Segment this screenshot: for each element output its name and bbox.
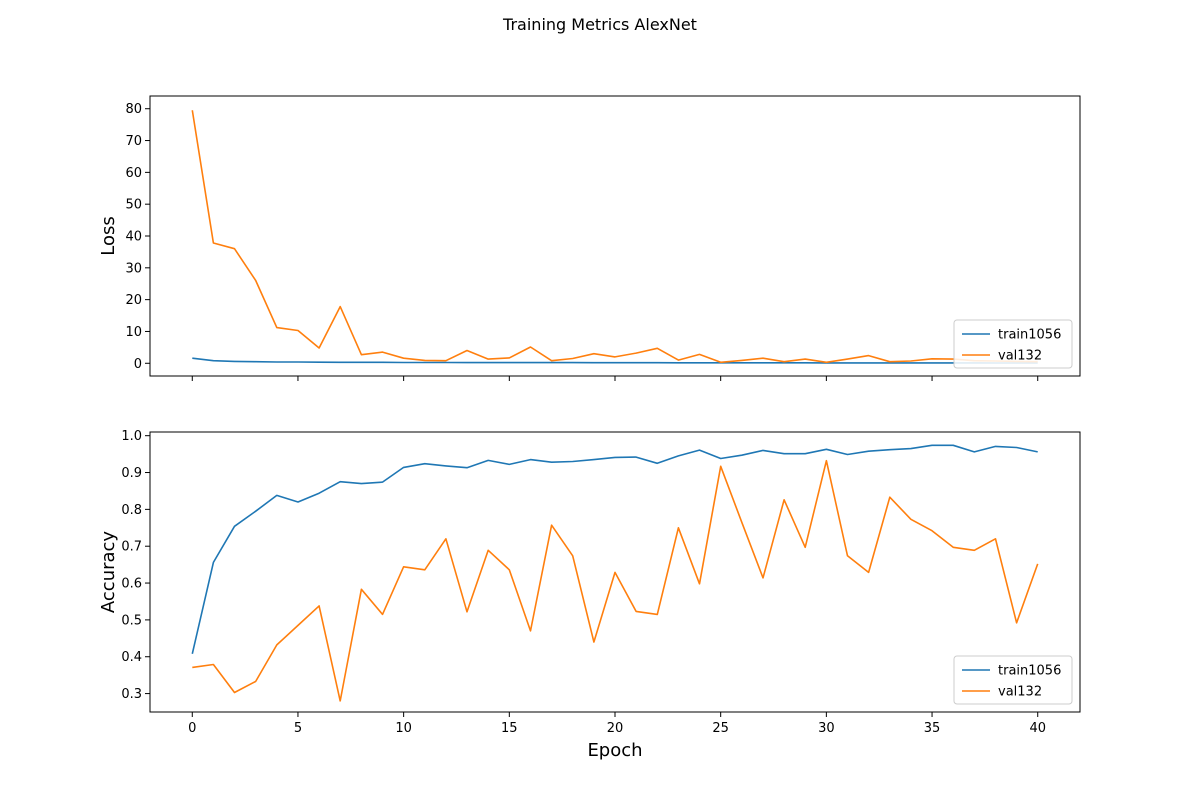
legend-label: val132 [998, 349, 1042, 364]
legend-label: train1056 [998, 328, 1061, 343]
y-tick-label: 0.8 [121, 503, 142, 518]
y-tick-label: 0.6 [121, 577, 142, 592]
axes-frame [149, 95, 1081, 377]
y-tick-label: 50 [125, 198, 142, 213]
x-tick-label: 40 [1029, 721, 1046, 736]
y-tick-label: 70 [125, 134, 142, 149]
y-tick-label: 0.9 [121, 466, 142, 481]
series-line-train1056 [192, 357, 1038, 364]
y-tick-label: 30 [125, 261, 142, 276]
x-tick-label: 25 [712, 721, 729, 736]
y-tick-label: 0 [134, 357, 142, 372]
y-tick-label: 0.5 [121, 613, 142, 628]
legend-label: train1056 [998, 664, 1061, 679]
y-tick-label: 20 [125, 293, 142, 308]
y-tick-label: 60 [125, 166, 142, 181]
y-tick-label: 40 [125, 230, 142, 245]
y-axis-label: Accuracy [98, 531, 119, 614]
x-tick-label: 30 [818, 721, 835, 736]
y-tick-label: 0.7 [121, 540, 142, 555]
y-tick-label: 10 [125, 325, 142, 340]
y-tick-label: 0.3 [121, 687, 142, 702]
legend-label: val132 [998, 685, 1042, 700]
series-line-val132 [191, 110, 1038, 364]
y-tick-label: 1.0 [121, 429, 142, 444]
y-tick-label: 0.4 [121, 650, 142, 665]
series-line-val132 [192, 459, 1039, 702]
y-tick-label: 80 [125, 102, 142, 117]
accuracy-panel: 0 5 10 15 20 25 30 35 40 0.3 0.4 0.5 0.6 0.7 0.8 0.9 1.0… [98, 429, 1081, 761]
legend-box [953, 319, 1073, 369]
x-tick-label: 20 [607, 721, 624, 736]
y-axis-label: Loss [98, 216, 119, 255]
x-tick-label: 5 [294, 721, 302, 736]
x-axis-label: Epoch [587, 740, 642, 761]
x-tick-label: 15 [501, 721, 518, 736]
loss-panel: 0 10 20 30 40 50 60 70 80 Loss train1056 val132 [98, 95, 1081, 381]
legend-box [953, 655, 1073, 705]
x-tick-label: 10 [395, 721, 412, 736]
x-tick-label: 35 [924, 721, 941, 736]
x-tick-label: 0 [188, 721, 196, 736]
series-line-train1056 [191, 444, 1038, 654]
figure-title: Training Metrics AlexNet [502, 15, 697, 34]
